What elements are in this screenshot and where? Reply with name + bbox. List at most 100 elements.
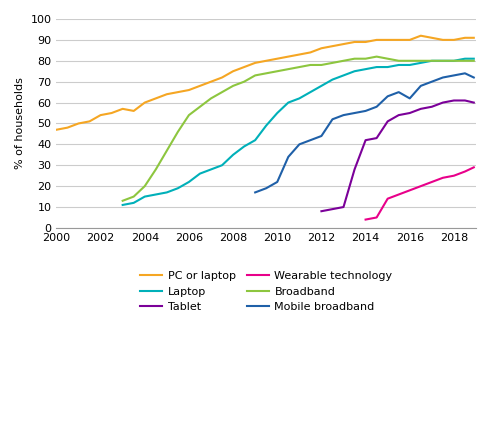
Mobile broadband <box>429 79 435 84</box>
Broadband <box>396 58 402 63</box>
PC or laptop <box>429 35 435 40</box>
Wearable technology <box>363 217 369 222</box>
PC or laptop <box>329 44 335 49</box>
PC or laptop <box>451 37 457 42</box>
Laptop <box>307 90 313 95</box>
Broadband <box>175 129 181 134</box>
Broadband <box>297 65 302 70</box>
Broadband <box>462 58 468 63</box>
PC or laptop <box>219 75 225 80</box>
Laptop <box>451 58 457 63</box>
PC or laptop <box>440 37 446 42</box>
Mobile broadband <box>352 110 357 116</box>
Broadband <box>451 58 457 63</box>
Mobile broadband <box>385 94 391 99</box>
Laptop <box>164 190 170 195</box>
PC or laptop <box>319 46 325 51</box>
Laptop <box>252 138 258 143</box>
Legend: PC or laptop, Laptop, Tablet, Wearable technology, Broadband, Mobile broadband: PC or laptop, Laptop, Tablet, Wearable t… <box>140 271 393 312</box>
Line: Laptop: Laptop <box>123 59 474 205</box>
PC or laptop <box>98 113 104 118</box>
PC or laptop <box>76 121 82 126</box>
Laptop <box>263 123 269 128</box>
Mobile broadband <box>471 75 477 80</box>
PC or laptop <box>263 58 269 63</box>
PC or laptop <box>64 125 70 130</box>
Laptop <box>274 110 280 116</box>
Mobile broadband <box>329 117 335 122</box>
PC or laptop <box>471 35 477 40</box>
Wearable technology <box>407 188 413 193</box>
Mobile broadband <box>319 133 325 139</box>
Tablet <box>471 100 477 105</box>
Broadband <box>208 96 214 101</box>
Laptop <box>219 163 225 168</box>
Broadband <box>252 73 258 78</box>
PC or laptop <box>396 37 402 42</box>
Laptop <box>197 171 203 176</box>
Broadband <box>418 58 424 63</box>
PC or laptop <box>407 37 413 42</box>
Broadband <box>440 58 446 63</box>
Laptop <box>374 65 380 70</box>
Wearable technology <box>451 173 457 178</box>
Wearable technology <box>471 165 477 170</box>
Broadband <box>374 54 380 59</box>
Laptop <box>363 67 369 72</box>
Mobile broadband <box>285 154 291 159</box>
Laptop <box>329 77 335 82</box>
Tablet <box>352 167 357 172</box>
Laptop <box>407 62 413 68</box>
Wearable technology <box>462 169 468 174</box>
Broadband <box>307 62 313 68</box>
Laptop <box>241 144 247 149</box>
Broadband <box>186 113 192 118</box>
Tablet <box>385 119 391 124</box>
PC or laptop <box>164 92 170 97</box>
Line: PC or laptop: PC or laptop <box>56 36 474 130</box>
Laptop <box>120 202 126 207</box>
Broadband <box>341 58 347 63</box>
Laptop <box>462 56 468 61</box>
Mobile broadband <box>274 179 280 184</box>
Mobile broadband <box>418 83 424 88</box>
Mobile broadband <box>363 108 369 113</box>
PC or laptop <box>131 108 136 113</box>
PC or laptop <box>230 69 236 74</box>
Broadband <box>219 90 225 95</box>
Mobile broadband <box>462 71 468 76</box>
Broadband <box>285 67 291 72</box>
Tablet <box>451 98 457 103</box>
Broadband <box>471 58 477 63</box>
Mobile broadband <box>297 142 302 147</box>
Broadband <box>120 198 126 203</box>
Line: Wearable technology: Wearable technology <box>366 167 474 220</box>
Tablet <box>396 113 402 118</box>
Wearable technology <box>440 175 446 180</box>
Line: Broadband: Broadband <box>123 57 474 201</box>
Mobile broadband <box>440 75 446 80</box>
PC or laptop <box>186 88 192 93</box>
Broadband <box>329 60 335 65</box>
Laptop <box>440 58 446 63</box>
Y-axis label: % of households: % of households <box>15 77 25 170</box>
PC or laptop <box>175 90 181 95</box>
Mobile broadband <box>307 138 313 143</box>
Mobile broadband <box>451 73 457 78</box>
Broadband <box>407 58 413 63</box>
Laptop <box>429 58 435 63</box>
Broadband <box>385 56 391 61</box>
Laptop <box>297 96 302 101</box>
Tablet <box>374 136 380 141</box>
PC or laptop <box>385 37 391 42</box>
Laptop <box>175 186 181 191</box>
PC or laptop <box>197 83 203 88</box>
Broadband <box>274 69 280 74</box>
Mobile broadband <box>341 113 347 118</box>
PC or laptop <box>109 110 114 116</box>
Laptop <box>396 62 402 68</box>
Tablet <box>429 104 435 109</box>
Laptop <box>142 194 148 199</box>
Broadband <box>197 104 203 109</box>
PC or laptop <box>252 60 258 65</box>
